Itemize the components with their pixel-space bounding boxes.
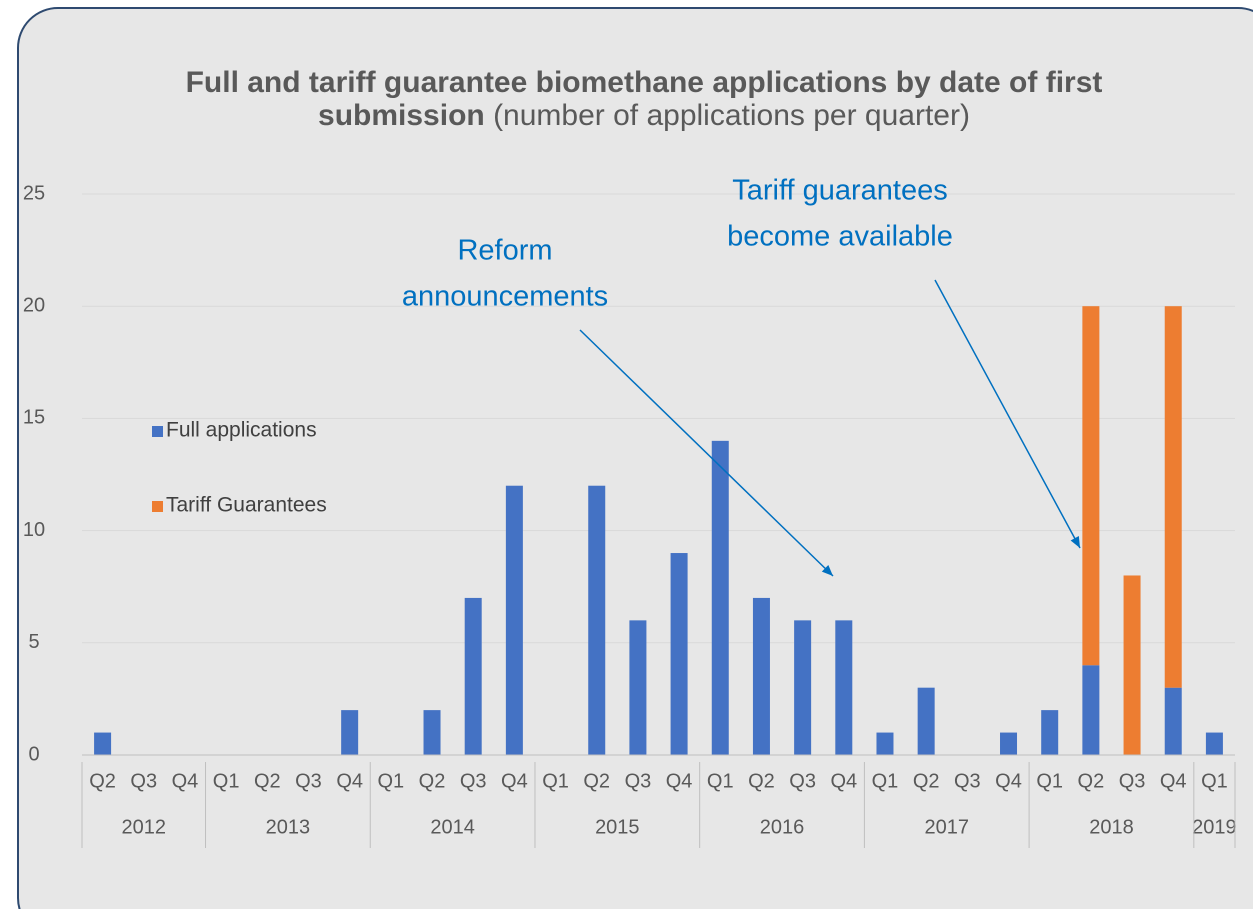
legend-label: Full applications <box>166 419 317 442</box>
bar <box>94 732 112 755</box>
bar <box>341 710 359 755</box>
x-tick-label: Q3 <box>460 770 487 792</box>
bar <box>629 620 647 755</box>
x-tick-label: Q2 <box>583 770 610 792</box>
y-tick-label: 10 <box>23 519 45 541</box>
x-group-label: 2019 <box>1192 816 1237 838</box>
annotation-text: announcements <box>402 281 608 313</box>
bar <box>1082 306 1100 666</box>
annotation-text: become available <box>727 221 953 253</box>
legend-swatch <box>152 426 163 437</box>
bar <box>1082 665 1100 755</box>
legend-swatch <box>152 501 163 512</box>
x-tick-label: Q4 <box>336 770 363 792</box>
x-tick-label: Q4 <box>501 770 528 792</box>
x-tick-label: Q3 <box>625 770 652 792</box>
x-tick-label: Q1 <box>377 770 404 792</box>
x-tick-label: Q4 <box>172 770 199 792</box>
card <box>17 7 1253 909</box>
y-tick-label: 25 <box>23 182 45 204</box>
annotation-text: Tariff guarantees <box>732 175 948 207</box>
x-tick-label: Q2 <box>1078 770 1105 792</box>
bar <box>752 597 770 755</box>
y-tick-label: 0 <box>28 743 39 765</box>
bar <box>835 620 853 755</box>
x-tick-label: Q3 <box>789 770 816 792</box>
y-tick-label: 20 <box>23 294 45 316</box>
x-group-label: 2012 <box>122 816 167 838</box>
x-tick-label: Q2 <box>419 770 446 792</box>
bar <box>1164 687 1182 755</box>
x-tick-label: Q1 <box>213 770 240 792</box>
x-tick-label: Q3 <box>954 770 981 792</box>
x-group-label: 2018 <box>1089 816 1134 838</box>
y-tick-label: 5 <box>28 631 39 653</box>
x-group-label: 2013 <box>266 816 311 838</box>
x-tick-label: Q4 <box>1160 770 1187 792</box>
legend-label: Tariff Guarantees <box>166 494 327 517</box>
x-tick-label: Q4 <box>666 770 693 792</box>
x-tick-label: Q2 <box>913 770 940 792</box>
bar <box>876 732 894 755</box>
x-tick-label: Q1 <box>872 770 899 792</box>
chart-title-block: Full and tariff guarantee biomethane app… <box>164 66 1124 132</box>
bar <box>711 440 729 755</box>
x-tick-label: Q4 <box>830 770 857 792</box>
bar <box>670 553 688 755</box>
annotation-arrow <box>579 329 834 577</box>
x-tick-label: Q1 <box>1201 770 1228 792</box>
chart-subtitle: (number of applications per quarter) <box>493 99 970 132</box>
bar <box>917 687 935 755</box>
y-tick-label: 15 <box>23 407 45 429</box>
x-tick-label: Q3 <box>1119 770 1146 792</box>
arrow-head <box>1070 536 1080 548</box>
x-tick-label: Q1 <box>1036 770 1063 792</box>
x-group-label: 2014 <box>430 816 475 838</box>
bar <box>464 597 482 755</box>
arrow-head <box>821 564 833 576</box>
annotation-text: Reform <box>457 235 552 267</box>
bar <box>1000 732 1018 755</box>
bar <box>423 710 441 755</box>
bar <box>1123 575 1141 755</box>
chart-title: Full and tariff guarantee biomethane app… <box>185 66 1103 132</box>
bar <box>1164 306 1182 688</box>
x-tick-label: Q1 <box>707 770 734 792</box>
x-tick-label: Q3 <box>295 770 322 792</box>
bar <box>794 620 812 755</box>
x-tick-label: Q2 <box>748 770 775 792</box>
bar <box>588 485 606 755</box>
x-group-label: 2015 <box>595 816 640 838</box>
x-tick-label: Q3 <box>130 770 157 792</box>
bar <box>1205 732 1223 755</box>
annotation-arrow <box>934 279 1081 549</box>
x-tick-label: Q1 <box>542 770 569 792</box>
x-group-label: 2016 <box>760 816 805 838</box>
bar <box>1041 710 1059 755</box>
x-tick-label: Q4 <box>995 770 1022 792</box>
bar <box>505 485 523 755</box>
x-group-label: 2017 <box>925 816 970 838</box>
x-tick-label: Q2 <box>254 770 281 792</box>
x-tick-label: Q2 <box>89 770 116 792</box>
